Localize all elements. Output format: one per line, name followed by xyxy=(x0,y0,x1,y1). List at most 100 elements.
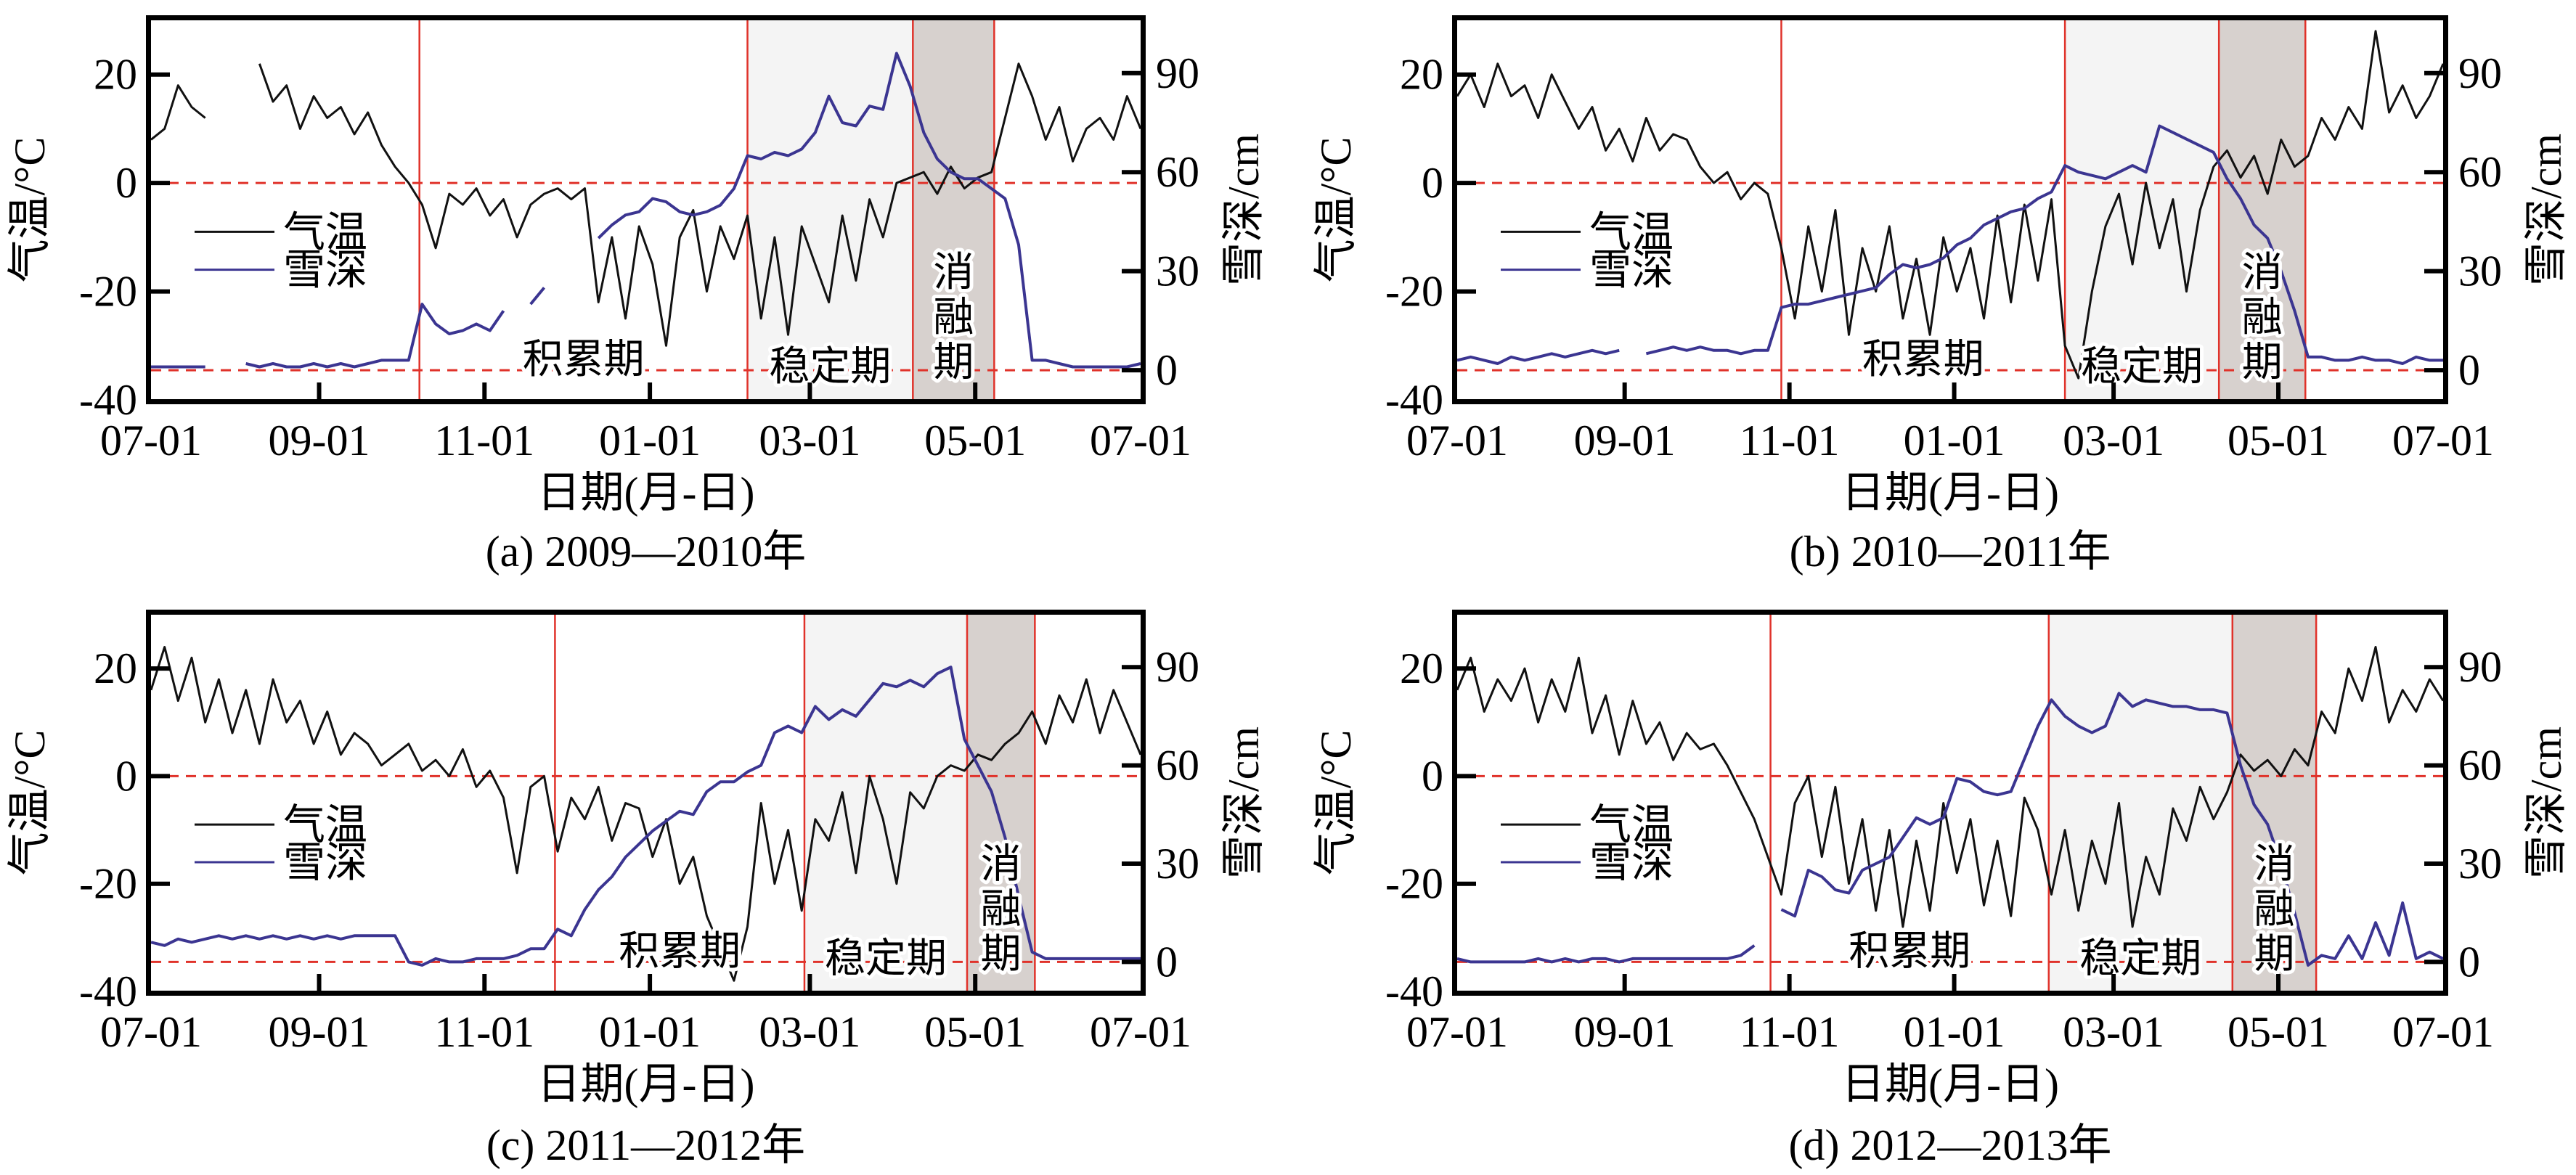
x-tick-label: 03-01 xyxy=(2063,417,2164,464)
y-left-tick-label: 0 xyxy=(1422,752,1443,800)
y-left-tick-label: -40 xyxy=(79,967,137,1015)
stable-period-label: 稳定期 xyxy=(2079,935,2201,982)
snow-depth-series xyxy=(1456,124,2444,365)
y-left-axis-title: 气温/°C xyxy=(6,730,54,876)
snow-depth-line xyxy=(597,52,1141,369)
y-right-tick-label: 0 xyxy=(1156,938,1178,986)
y-left-tick-label: -20 xyxy=(79,268,137,316)
y-right-tick-label: 30 xyxy=(2458,840,2502,888)
legend-snow-label: 雪深 xyxy=(283,245,367,295)
y-right-tick-label: 0 xyxy=(2458,938,2480,986)
x-tick-label: 03-01 xyxy=(2063,1008,2164,1056)
x-tick-label: 05-01 xyxy=(924,417,1026,464)
panel-caption: (a) 2009—2010年 xyxy=(486,528,807,576)
melt-period-label-char: 消 xyxy=(981,840,1022,888)
x-tick-label: 07-01 xyxy=(1406,417,1508,464)
x-tick-label: 07-01 xyxy=(2392,1008,2494,1056)
legend-snow-label: 雪深 xyxy=(283,838,367,887)
snow-depth-line xyxy=(529,287,546,306)
y-right-tick-label: 90 xyxy=(2458,49,2502,97)
accumulation-period-label: 积累期 xyxy=(1862,336,1984,383)
melt-period-label-char: 融 xyxy=(981,885,1022,933)
legend-temp-label: 气温 xyxy=(1589,800,1674,849)
panel-caption: (c) 2011—2012年 xyxy=(486,1121,805,1169)
y-right-tick-label: 30 xyxy=(1156,840,1199,888)
x-tick-label: 09-01 xyxy=(1574,1008,1676,1056)
y-right-tick-label: 60 xyxy=(2458,148,2502,196)
y-left-tick-label: -20 xyxy=(1385,860,1443,908)
legend-snow-label: 雪深 xyxy=(1589,838,1674,887)
x-axis-title: 日期(月-日) xyxy=(537,469,755,517)
y-right-axis-title: 雪深/cm xyxy=(1220,726,1268,879)
y-left-tick-label: -40 xyxy=(79,376,137,424)
temperature-line xyxy=(150,646,1142,982)
x-axis-title: 日期(月-日) xyxy=(1841,1060,2059,1108)
y-right-tick-label: 90 xyxy=(1156,643,1199,691)
x-tick-label: 11-01 xyxy=(1740,1008,1840,1056)
snow-depth-line xyxy=(1645,124,2443,365)
melt-period-label-char: 消 xyxy=(933,249,974,296)
x-tick-label: 05-01 xyxy=(2227,417,2329,464)
x-tick-label: 07-01 xyxy=(100,1008,202,1056)
temperature-line xyxy=(150,84,206,141)
y-left-tick-label: 0 xyxy=(1422,159,1443,207)
y-left-tick-label: 0 xyxy=(115,159,137,207)
x-axis-title: 日期(月-日) xyxy=(537,1060,755,1108)
x-tick-label: 05-01 xyxy=(2227,1008,2329,1056)
y-left-tick-label: -40 xyxy=(1385,967,1443,1015)
melt-period-band xyxy=(967,615,1035,991)
accumulation-period-label: 积累期 xyxy=(523,336,645,383)
x-tick-label: 01-01 xyxy=(1904,1008,2005,1056)
y-left-axis-title: 气温/°C xyxy=(6,137,54,283)
melt-period-band xyxy=(2232,615,2317,991)
x-tick-label: 07-01 xyxy=(1090,417,1191,464)
x-axis-title: 日期(月-日) xyxy=(1841,469,2059,517)
snow-depth-series xyxy=(1456,692,2444,967)
y-right-tick-label: 0 xyxy=(1156,346,1178,394)
accumulation-period-label: 积累期 xyxy=(619,928,741,975)
y-right-tick-label: 60 xyxy=(2458,742,2502,790)
y-right-tick-label: 90 xyxy=(1156,49,1199,97)
x-tick-label: 03-01 xyxy=(759,1008,860,1056)
melt-period-label-char: 期 xyxy=(2242,339,2283,386)
panel-caption: (b) 2010—2011年 xyxy=(1790,528,2111,576)
plot-frame xyxy=(1452,15,2448,404)
x-tick-label: 01-01 xyxy=(599,417,701,464)
y-left-tick-label: 20 xyxy=(94,51,137,99)
snow-depth-line xyxy=(150,666,1141,967)
y-left-tick-label: -40 xyxy=(1385,376,1443,424)
temperature-line xyxy=(258,62,1142,347)
temperature-series xyxy=(150,62,1142,347)
melt-period-label-char: 融 xyxy=(933,294,974,341)
x-tick-label: 01-01 xyxy=(1904,417,2005,464)
y-left-tick-label: 0 xyxy=(115,752,137,800)
melt-period-label-char: 期 xyxy=(981,930,1022,978)
snow-depth-line xyxy=(245,303,505,369)
melt-period-label-char: 期 xyxy=(2254,930,2294,978)
stable-period-label: 稳定期 xyxy=(825,935,947,982)
x-tick-label: 01-01 xyxy=(599,1008,701,1056)
melt-period-label-char: 融 xyxy=(2242,294,2283,341)
x-tick-label: 07-01 xyxy=(100,417,202,464)
melt-period-band xyxy=(2219,20,2306,400)
snow-depth-line xyxy=(1780,692,2444,967)
melt-period-label-char: 消 xyxy=(2242,249,2283,296)
legend-temp-label: 气温 xyxy=(1589,207,1674,256)
snow-depth-series xyxy=(150,666,1141,967)
x-tick-label: 11-01 xyxy=(434,1008,534,1056)
x-tick-label: 07-01 xyxy=(2392,417,2494,464)
stable-period-label: 稳定期 xyxy=(769,343,891,390)
x-tick-label: 07-01 xyxy=(1406,1008,1508,1056)
y-left-tick-label: 20 xyxy=(94,644,137,692)
y-left-tick-label: 20 xyxy=(1400,51,1443,99)
y-left-axis-title: 气温/°C xyxy=(1312,137,1360,283)
temperature-series xyxy=(1456,646,2445,928)
plot-frame xyxy=(1452,610,2448,996)
legend-snow-label: 雪深 xyxy=(1589,245,1674,295)
x-tick-label: 09-01 xyxy=(1574,417,1676,464)
